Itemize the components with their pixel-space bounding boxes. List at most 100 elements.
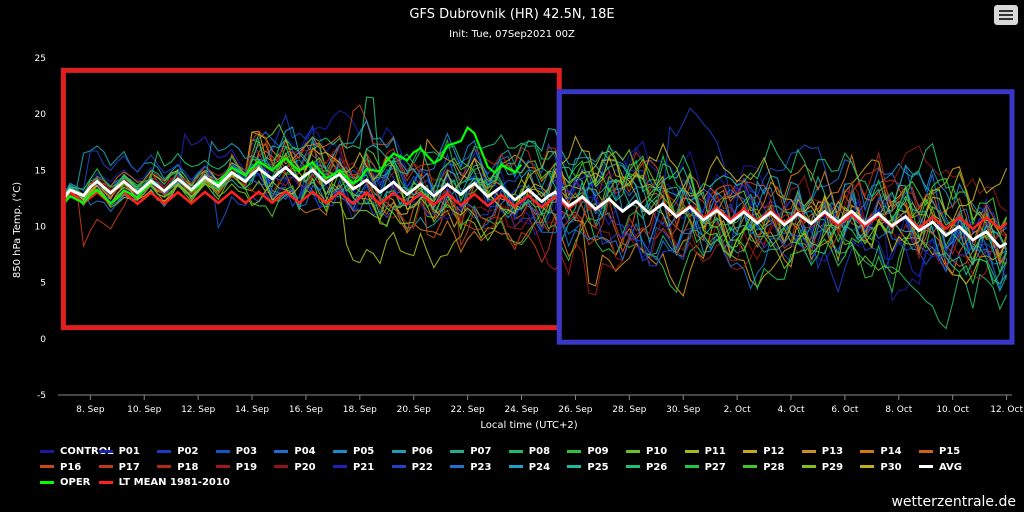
legend-swatch bbox=[450, 465, 465, 468]
x-tick-label: 6. Oct bbox=[831, 405, 858, 415]
legend-item[interactable]: P04 bbox=[274, 446, 316, 460]
legend-item[interactable]: P17 bbox=[98, 461, 140, 476]
legend-item[interactable]: P18 bbox=[157, 462, 198, 476]
legend-label: P13 bbox=[821, 446, 844, 457]
legend-item[interactable]: P26 bbox=[626, 462, 667, 476]
legend-label: LT MEAN 1981-2010 bbox=[118, 477, 230, 488]
legend-item[interactable]: P16 bbox=[40, 462, 81, 476]
legend-label: P26 bbox=[646, 461, 668, 473]
legend-item[interactable]: P10 bbox=[626, 446, 667, 460]
legend-item[interactable]: P05 bbox=[333, 446, 374, 460]
legend-swatch bbox=[684, 465, 699, 468]
legend-item[interactable]: P15 bbox=[919, 446, 960, 460]
legend-label: P27 bbox=[704, 461, 726, 473]
legend-item[interactable]: AVG bbox=[919, 462, 962, 476]
legend-swatch bbox=[215, 449, 230, 453]
x-tick-label: 30. Sep bbox=[666, 405, 700, 415]
legend-item[interactable]: P29 bbox=[801, 461, 844, 476]
legend-label: P22 bbox=[411, 461, 433, 473]
legend-item[interactable]: P21 bbox=[333, 462, 374, 476]
series-line-lt-mean bbox=[62, 190, 1008, 231]
legend-swatch bbox=[860, 449, 875, 453]
legend-label: P20 bbox=[294, 461, 316, 473]
legend-item[interactable]: P28 bbox=[743, 462, 784, 476]
legend-label: P01 bbox=[118, 446, 140, 457]
highlight-lines bbox=[62, 125, 1008, 249]
legend-item[interactable]: P11 bbox=[684, 446, 726, 460]
legend-item[interactable]: CONTROL bbox=[40, 446, 114, 460]
legend-item[interactable]: P12 bbox=[743, 446, 784, 460]
legend-label: P07 bbox=[470, 446, 492, 457]
series-line-p18 bbox=[63, 146, 1007, 256]
legend-swatch bbox=[919, 465, 933, 468]
legend-label: P21 bbox=[353, 461, 375, 473]
legend-item[interactable]: P20 bbox=[274, 461, 316, 476]
legend-label: P05 bbox=[353, 446, 375, 457]
chart-subtitle: Init: Tue, 07Sep2021 00Z bbox=[449, 29, 575, 40]
legend-item[interactable]: P13 bbox=[801, 446, 844, 460]
legend-item[interactable]: P09 bbox=[567, 446, 609, 460]
legend-item[interactable]: P22 bbox=[391, 461, 433, 476]
legend-label: P28 bbox=[763, 461, 785, 473]
legend-swatch bbox=[919, 449, 933, 453]
x-tick-label: 22. Sep bbox=[451, 405, 485, 415]
legend-label: P24 bbox=[528, 461, 551, 473]
legend-label: P04 bbox=[294, 446, 316, 457]
legend-swatch bbox=[801, 449, 816, 453]
legend-label: P25 bbox=[587, 461, 609, 473]
legend-label: P14 bbox=[880, 446, 902, 457]
legend-swatch bbox=[40, 449, 54, 453]
legend-item[interactable]: P02 bbox=[157, 446, 198, 460]
legend-swatch bbox=[626, 465, 640, 468]
legend-swatch bbox=[391, 449, 406, 453]
legend-label: P19 bbox=[235, 461, 258, 473]
series-line-oper bbox=[62, 125, 523, 205]
legend-item[interactable]: P24 bbox=[508, 461, 551, 476]
legend-item[interactable]: P23 bbox=[450, 462, 491, 476]
hamburger-icon[interactable] bbox=[994, 5, 1018, 25]
legend-item[interactable]: P03 bbox=[215, 446, 258, 460]
legend-item[interactable]: P27 bbox=[684, 461, 726, 476]
series-line-p03 bbox=[63, 142, 1008, 275]
x-tick-label: 20. Sep bbox=[397, 405, 431, 415]
legend-swatch bbox=[157, 465, 172, 468]
legend-label: P03 bbox=[235, 446, 258, 457]
legend-label: P16 bbox=[60, 461, 82, 473]
legend-swatch bbox=[743, 465, 758, 468]
legend-item[interactable]: P08 bbox=[508, 446, 550, 460]
legend-item[interactable]: P06 bbox=[391, 446, 433, 460]
legend-swatch bbox=[391, 465, 406, 468]
chart-title: GFS Dubrovnik (HR) 42.5N, 18E bbox=[409, 7, 615, 22]
legend-label: CONTROL bbox=[60, 446, 114, 457]
x-tick-label: 8. Sep bbox=[76, 405, 105, 415]
legend-label: P18 bbox=[177, 461, 199, 473]
legend-label: P17 bbox=[118, 461, 140, 473]
legend-item[interactable]: P25 bbox=[567, 461, 609, 476]
x-tick-label: 18. Sep bbox=[343, 405, 377, 415]
legend-swatch bbox=[626, 449, 640, 453]
legend-item[interactable]: P19 bbox=[215, 461, 258, 476]
legend-label: P29 bbox=[821, 461, 844, 473]
legend-item[interactable]: OPER bbox=[40, 477, 90, 491]
legend-item[interactable]: P01 bbox=[98, 446, 140, 460]
x-tick-label: 28. Sep bbox=[612, 405, 646, 415]
ensemble-lines bbox=[62, 96, 1008, 330]
legend-label: P23 bbox=[470, 461, 492, 473]
legend-label: P06 bbox=[411, 446, 433, 457]
legend-swatch bbox=[157, 449, 172, 453]
legend-item[interactable]: P14 bbox=[860, 446, 902, 460]
legend-swatch bbox=[567, 449, 582, 453]
x-tick-label: 10. Sep bbox=[127, 405, 161, 415]
legend-item[interactable]: P07 bbox=[450, 446, 491, 460]
legend-swatch bbox=[743, 449, 758, 453]
legend-label: P15 bbox=[939, 446, 961, 457]
legend-item[interactable]: P30 bbox=[860, 462, 902, 476]
x-axis-title: Local time (UTC+2) bbox=[480, 420, 577, 431]
legend-swatch bbox=[333, 465, 347, 468]
legend-label: AVG bbox=[939, 461, 963, 473]
legend-label: P02 bbox=[177, 446, 199, 457]
legend-item[interactable]: LT MEAN 1981-2010 bbox=[98, 477, 230, 491]
watermark: wetterzentrale.de bbox=[891, 494, 1016, 510]
series-line-p12 bbox=[62, 130, 1008, 288]
